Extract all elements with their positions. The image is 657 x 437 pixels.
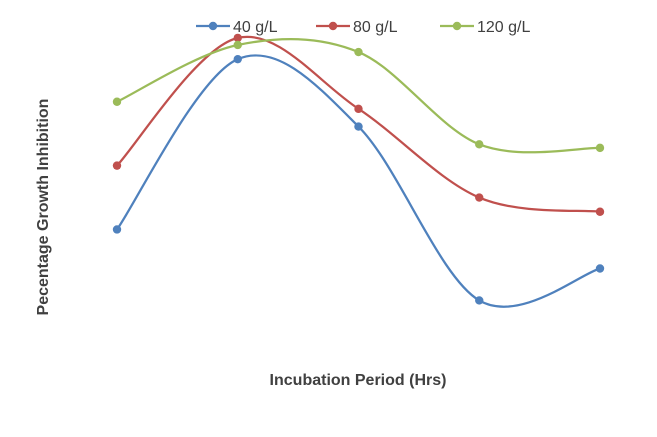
data-point-80-g-l-4	[475, 193, 484, 202]
data-point-120-g-l-5	[595, 143, 605, 153]
data-point-40-g-l-4	[475, 296, 484, 305]
series-line-40-g-l	[115, 54, 602, 308]
data-point-40-g-l-5	[595, 264, 605, 273]
data-point-80-g-l-1	[112, 161, 122, 170]
data-point-40-g-l-2	[233, 54, 242, 64]
legend-marker-40-g-l	[208, 21, 218, 31]
data-point-120-g-l-1	[112, 97, 122, 106]
legend-label-80-g-l: 80 g/L	[353, 19, 398, 36]
x-axis-title: Incubation Period (Hrs)	[270, 372, 447, 389]
legend-marker-120-g-l	[452, 21, 462, 31]
data-point-40-g-l-1	[112, 225, 122, 234]
data-point-120-g-l-4	[475, 140, 484, 149]
data-point-40-g-l-3	[354, 122, 363, 131]
legend-item-40-g-l: 40 g/L	[196, 19, 278, 36]
data-point-120-g-l-2	[233, 40, 242, 50]
legend-label-40-g-l: 40 g/L	[233, 19, 278, 36]
legend-marker-80-g-l	[328, 21, 338, 31]
data-point-120-g-l-3	[354, 47, 363, 57]
legend-item-120-g-l: 120 g/L	[440, 19, 530, 36]
plot-area	[112, 33, 605, 308]
legend-label-120-g-l: 120 g/L	[477, 19, 530, 36]
legend-item-80-g-l: 80 g/L	[316, 19, 398, 36]
y-axis-title: Pecentage Growth Inhibition	[35, 99, 52, 316]
chart-legend: 40 g/L 80 g/L 120 g/L	[196, 19, 530, 36]
data-point-80-g-l-3	[354, 104, 363, 114]
data-point-80-g-l-5	[595, 207, 605, 216]
data-point-80-g-l-2	[233, 33, 242, 43]
